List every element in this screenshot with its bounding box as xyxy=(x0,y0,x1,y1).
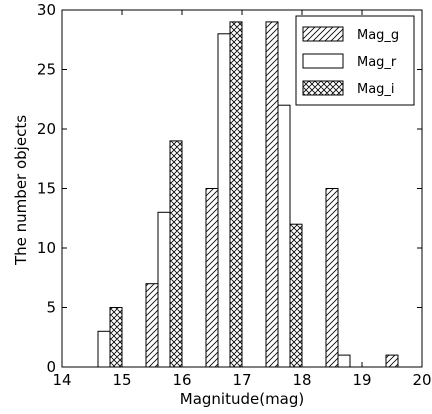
bar-mag-g-2 xyxy=(205,188,219,368)
x-axis-ticks: 14 15 16 17 18 19 20 xyxy=(52,10,432,389)
legend-label-mag-i: Mag_i xyxy=(357,82,395,97)
legend-label-mag-r: Mag_r xyxy=(357,55,397,70)
bar-mag-i-0 xyxy=(109,307,123,368)
bars-layer xyxy=(97,21,399,368)
legend-label-mag-g: Mag_g xyxy=(357,28,399,43)
y-tick-label: 0 xyxy=(46,358,56,376)
x-tick-label: 20 xyxy=(412,371,431,389)
bar-mag-g-1 xyxy=(145,283,159,368)
y-tick-label: 30 xyxy=(37,1,56,19)
x-tick-label: 16 xyxy=(172,371,191,389)
bar-mag-i-2 xyxy=(229,21,243,368)
bar-mag-i-1 xyxy=(169,140,183,368)
y-tick-label: 10 xyxy=(37,239,56,257)
x-tick-label: 17 xyxy=(232,371,251,389)
y-tick-label: 25 xyxy=(37,61,56,79)
bar-mag-r-3 xyxy=(277,104,291,368)
x-tick-label: 18 xyxy=(292,371,311,389)
x-tick-label: 19 xyxy=(352,371,371,389)
bar-mag-r-2 xyxy=(217,33,231,368)
x-tick-label: 15 xyxy=(112,371,131,389)
x-tick-label: 14 xyxy=(52,371,71,389)
y-axis-label: The number objects xyxy=(12,115,30,266)
y-axis-ticks: 0 5 10 15 20 25 30 xyxy=(37,1,422,376)
y-tick-label: 20 xyxy=(37,120,56,138)
legend-swatch-mag-g xyxy=(302,26,344,42)
legend-swatch-mag-i xyxy=(302,80,344,96)
y-tick-label: 5 xyxy=(46,299,56,317)
bar-mag-g-4 xyxy=(325,188,339,368)
bar-mag-r-0 xyxy=(97,330,111,368)
bar-mag-i-3 xyxy=(289,223,303,368)
bar-mag-r-4 xyxy=(337,354,351,368)
bar-mag-g-3 xyxy=(265,21,279,368)
y-tick-label: 15 xyxy=(37,180,56,198)
legend: Mag_g Mag_r Mag_i xyxy=(295,15,415,106)
legend-swatch-mag-r xyxy=(302,53,344,69)
bar-mag-g-5 xyxy=(385,354,399,368)
bar-mag-r-1 xyxy=(157,211,171,368)
x-axis-label: Magnitude(mag) xyxy=(180,390,305,408)
